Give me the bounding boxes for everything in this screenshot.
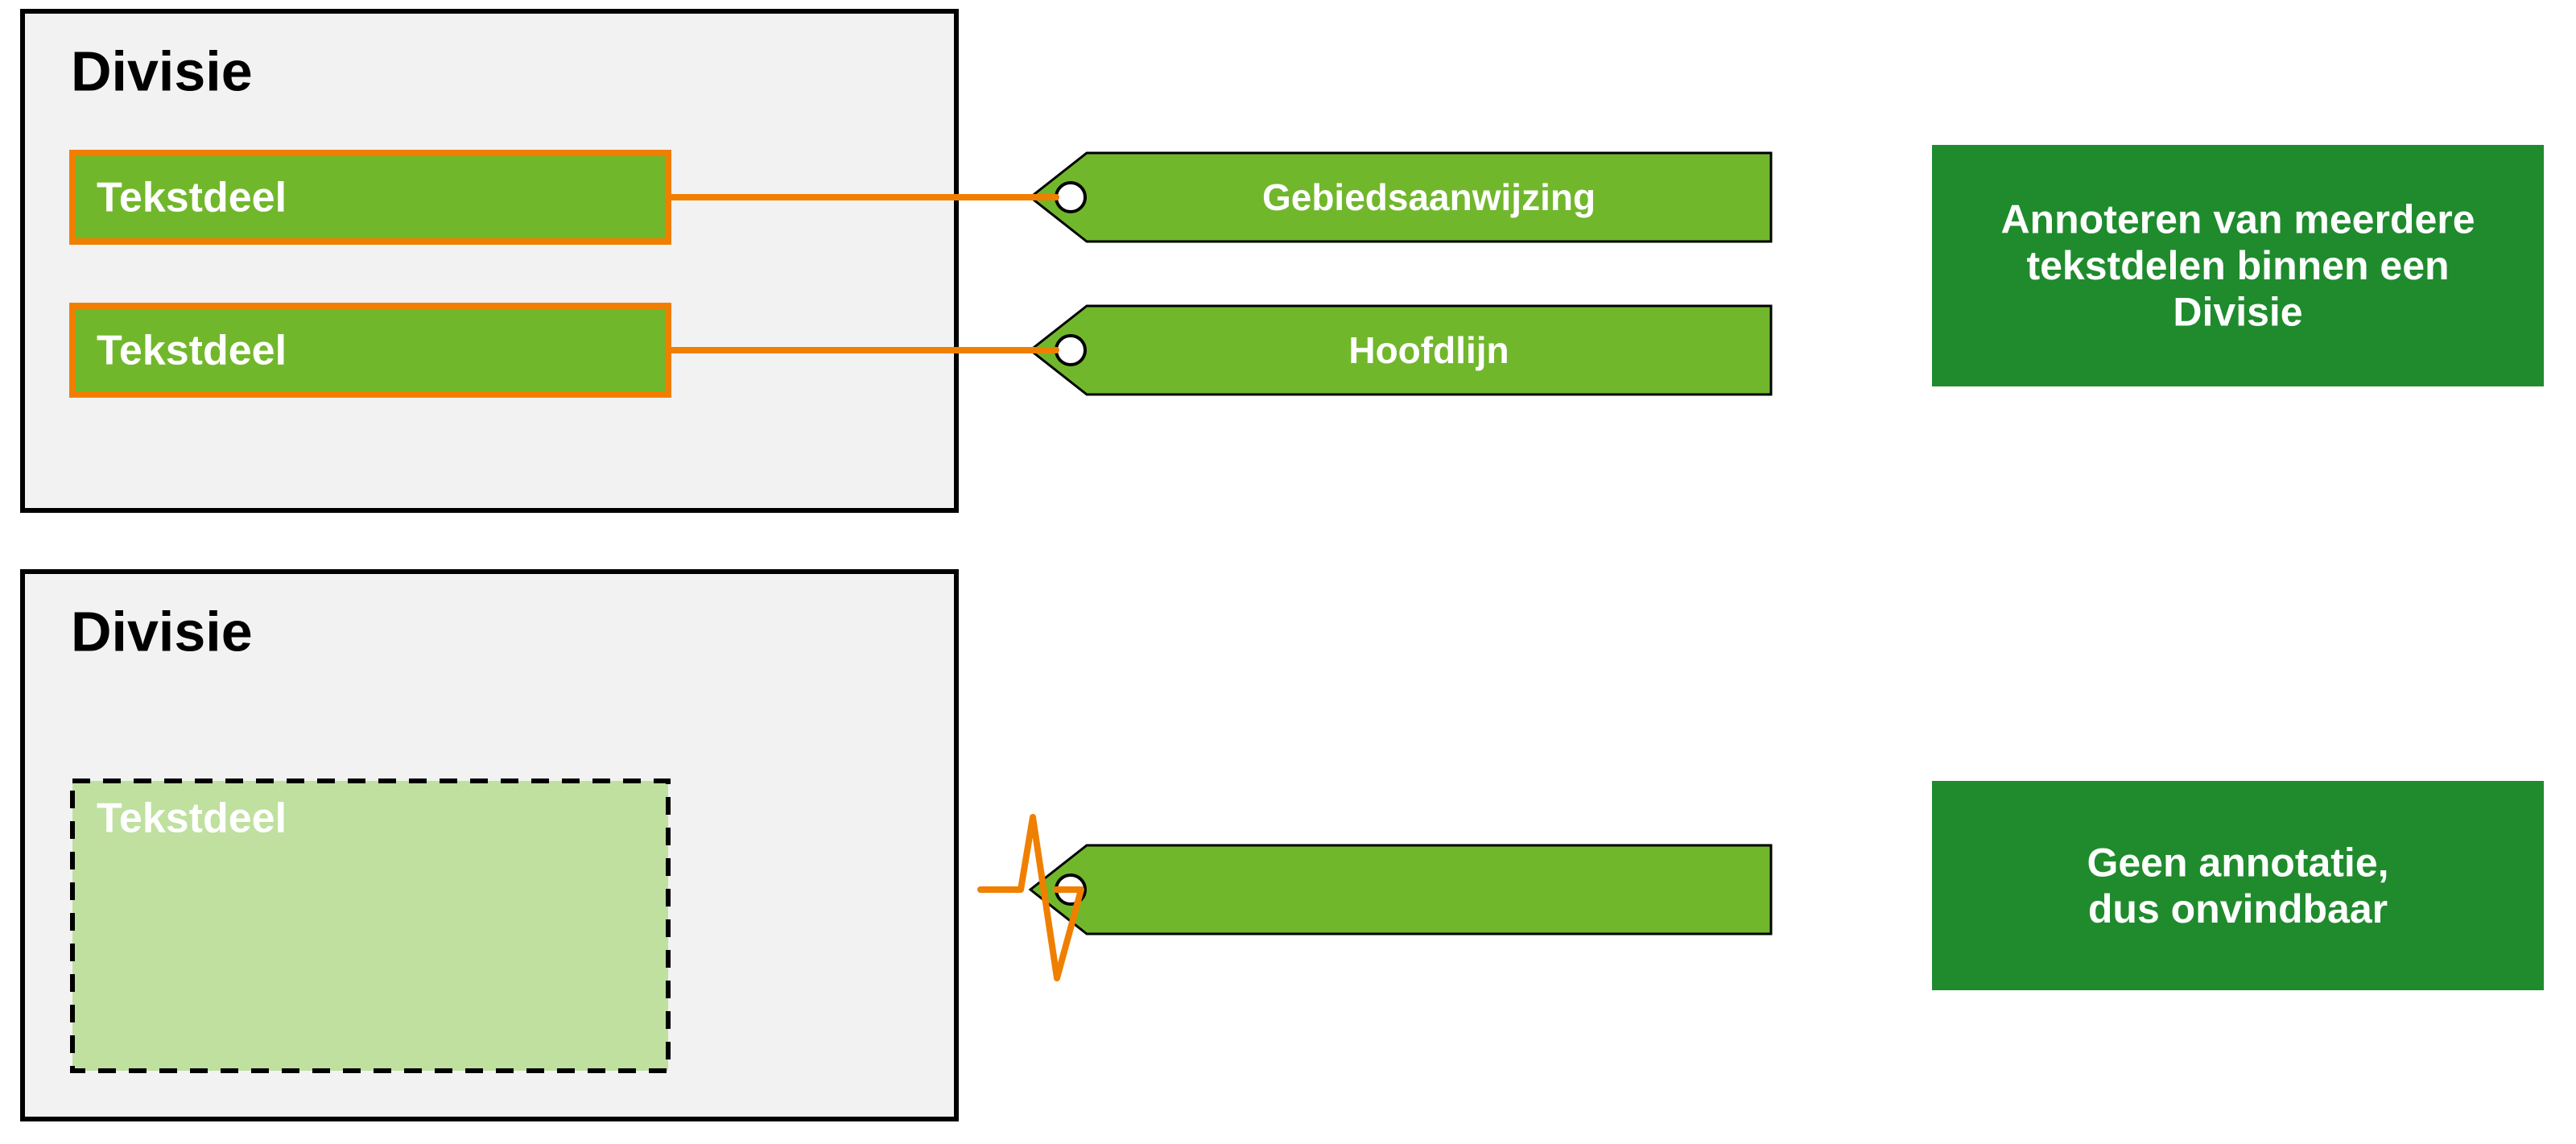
tag-3: [1030, 845, 1771, 934]
description-1-line-1: Annoteren van meerdere: [2000, 197, 2475, 242]
description-1-line-2: tekstdelen binnen een: [2026, 243, 2449, 288]
tekstdeel-label-1: Tekstdeel: [97, 175, 287, 221]
tekstdeel-dashed-label: Tekstdeel: [97, 795, 287, 842]
panel-2-title: Divisie: [71, 600, 253, 663]
tag-label-1: Gebiedsaanwijzing: [1262, 176, 1596, 218]
tekstdeel-label-2: Tekstdeel: [97, 328, 287, 374]
description-2-line-1: Geen annotatie,: [2087, 840, 2388, 885]
description-2-line-2: dus onvindbaar: [2088, 886, 2388, 931]
tag-eyelet-1: [1056, 183, 1085, 212]
description-1-line-3: Divisie: [2173, 290, 2302, 335]
panel-1-title: Divisie: [71, 39, 253, 102]
tag-eyelet-2: [1056, 336, 1085, 365]
tag-label-2: Hoofdlijn: [1348, 329, 1509, 371]
